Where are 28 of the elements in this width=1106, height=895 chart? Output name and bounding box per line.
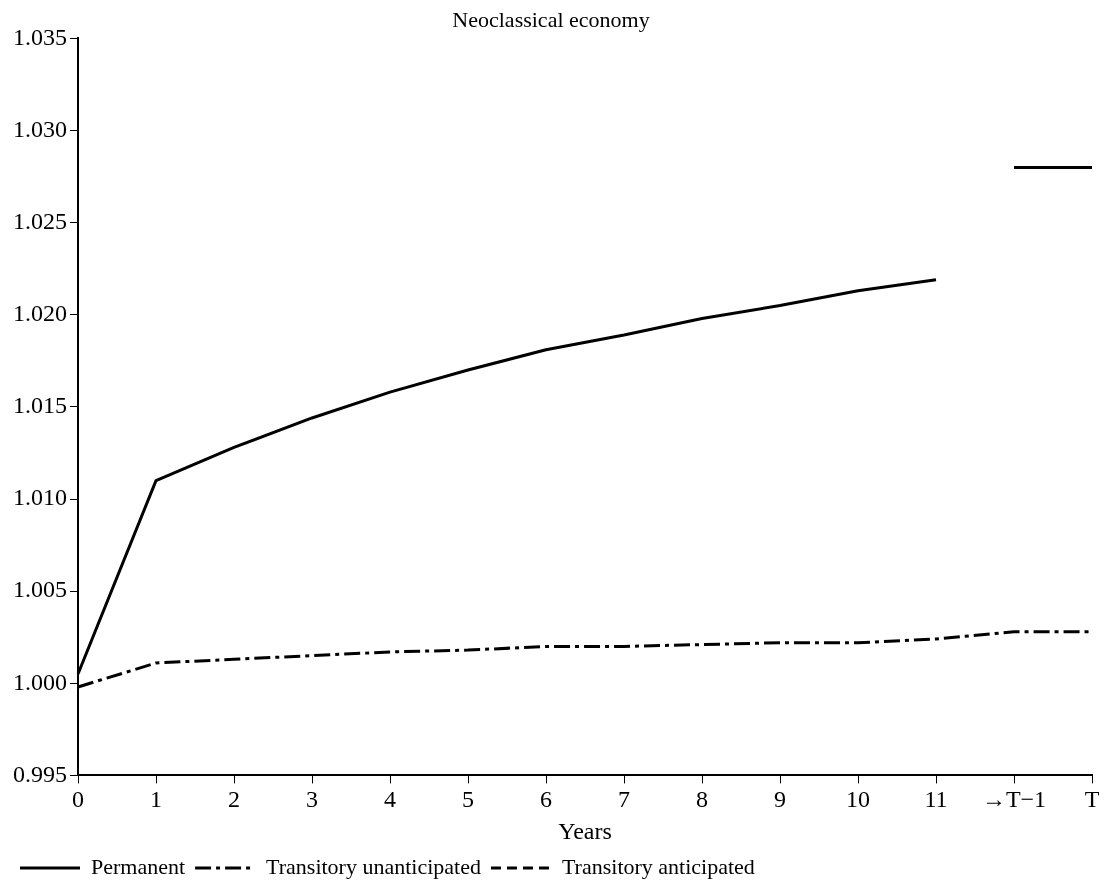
x-tick-label: 10 [846, 786, 870, 813]
x-tick-label: 3 [306, 786, 318, 813]
x-tick-label: 7 [618, 786, 630, 813]
x-tick-label: T [1084, 786, 1100, 813]
y-tick-label: 0.995 [13, 760, 67, 787]
x-tick-label: 11 [924, 786, 948, 813]
y-tick-label: 1.035 [13, 23, 67, 50]
x-tick-label: →T−1 [981, 786, 1047, 813]
x-axis-title: Years [558, 817, 612, 844]
y-tick-label: 1.020 [13, 300, 67, 327]
x-tick-label: 5 [462, 786, 474, 813]
x-tick-label: 6 [540, 786, 552, 813]
y-tick-label: 1.030 [13, 115, 67, 142]
legend-label: Permanent [91, 853, 186, 879]
y-tick-label: 1.000 [13, 668, 67, 695]
x-tick-label: 0 [72, 786, 84, 813]
y-tick-label: 1.015 [13, 392, 67, 419]
y-tick-label: 1.005 [13, 576, 67, 603]
legend-label: Transitory anticipated [561, 853, 755, 879]
x-tick-label: 1 [150, 786, 162, 813]
x-tick-label: 2 [228, 786, 240, 813]
chart-title: Neoclassical economy [452, 6, 650, 32]
y-tick-label: 1.010 [13, 484, 67, 511]
x-tick-label: 9 [774, 786, 786, 813]
x-tick-label: 4 [384, 786, 396, 813]
legend-label: Transitory unanticipated [266, 853, 481, 879]
x-tick-label: 8 [696, 786, 708, 813]
y-tick-label: 1.025 [13, 207, 67, 234]
